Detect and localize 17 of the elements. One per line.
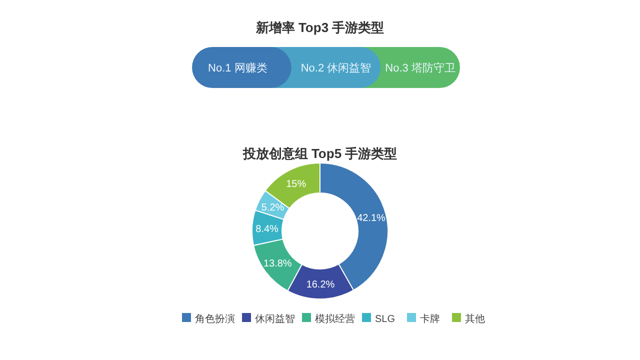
chart-title: 投放创意组 Top5 手游类型 bbox=[242, 146, 398, 161]
data-label: 5.2% bbox=[261, 202, 284, 214]
data-label: 8.4% bbox=[256, 224, 279, 235]
legend-label: 其他 bbox=[465, 313, 485, 325]
category-label: No.3 塔防守卫 bbox=[385, 62, 456, 74]
legend-label: 角色扮演 bbox=[195, 313, 235, 325]
category-label: No.1 网赚类 bbox=[208, 62, 268, 74]
data-label: 15% bbox=[286, 179, 306, 190]
legend-label: SLG bbox=[375, 314, 396, 325]
data-label: 13.8% bbox=[263, 258, 292, 270]
legend-label: 模拟经营 bbox=[315, 313, 355, 325]
text: 新增率 Top3 手游类型 bbox=[254, 20, 384, 35]
legend-label: 卡牌 bbox=[420, 313, 440, 325]
legend-label: 休闲益智 bbox=[255, 313, 295, 325]
data-label: 42.1% bbox=[357, 213, 386, 224]
category-label: No.2 休闲益智 bbox=[300, 62, 372, 74]
data-label: 16.2% bbox=[306, 280, 335, 290]
